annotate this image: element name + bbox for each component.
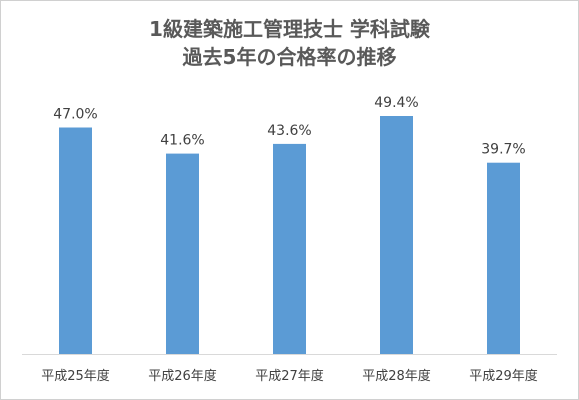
bar-2	[166, 153, 199, 354]
data-label-2: 41.6%	[160, 133, 204, 149]
x-tick-label-5: 平成29年度	[469, 368, 538, 384]
x-tick-label-2: 平成26年度	[148, 368, 217, 384]
bar-4	[380, 116, 413, 354]
chart-title-line-2: 過去5年の合格率の推移	[182, 45, 397, 69]
data-label-3: 43.6%	[267, 123, 311, 139]
chart-title-line-1: 1級建築施工管理技士 学科試験	[149, 17, 430, 41]
x-tick-label-4: 平成28年度	[362, 368, 431, 384]
chart-title: 1級建築施工管理技士 学科試験 過去5年の合格率の推移	[1, 15, 578, 71]
bar-3	[273, 143, 306, 354]
x-tick-label-3: 平成27年度	[255, 368, 324, 384]
bar-5	[487, 162, 520, 354]
bar-1	[59, 127, 92, 354]
x-tick-label-1: 平成25年度	[41, 368, 110, 384]
data-label-4: 49.4%	[374, 95, 418, 111]
data-label-1: 47.0%	[53, 107, 97, 123]
data-label-5: 39.7%	[481, 142, 525, 158]
